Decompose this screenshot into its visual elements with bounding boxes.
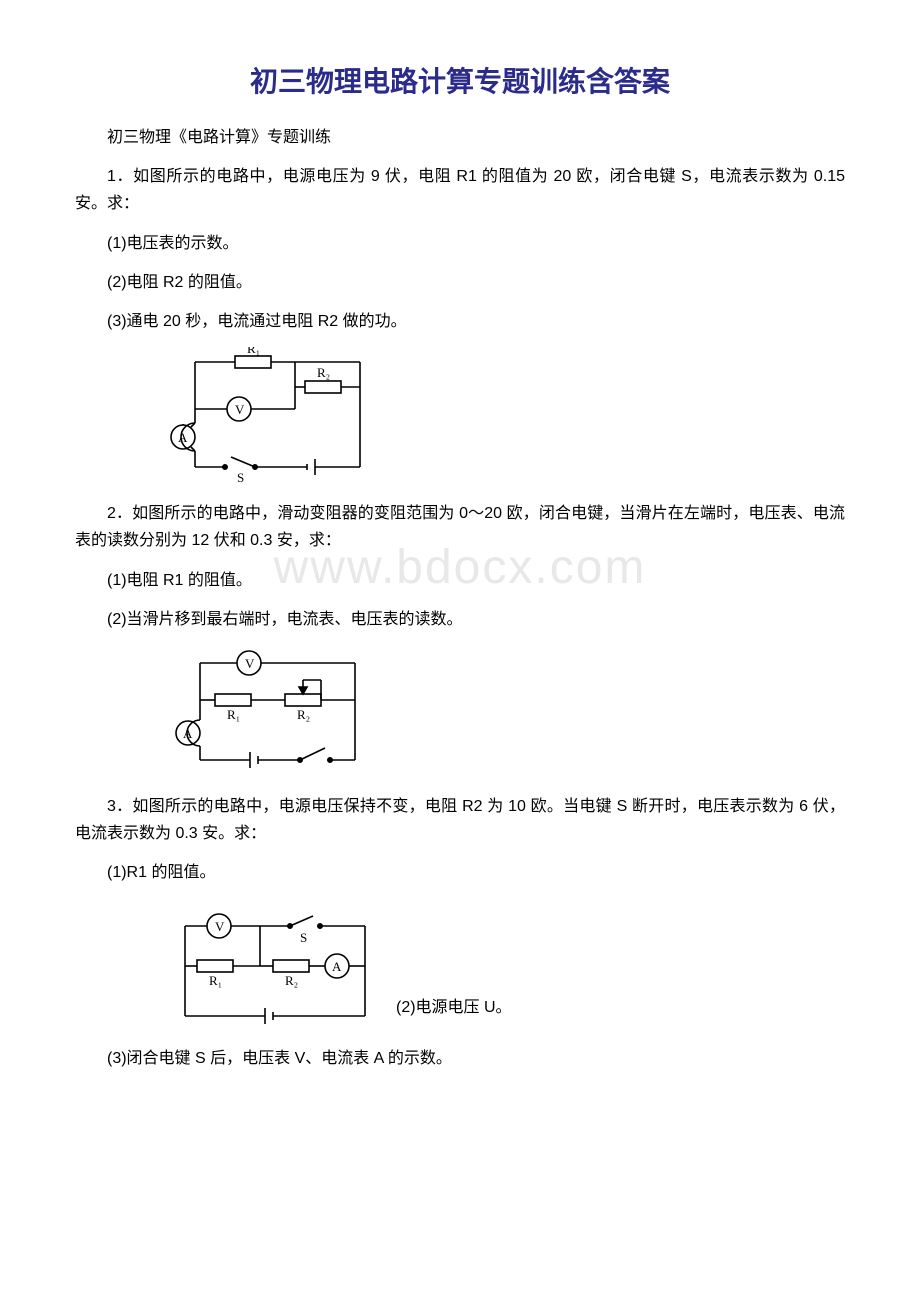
q1-circuit-diagram: R₁ R₂ V A S <box>145 347 845 482</box>
q1-sub2: (2)电阻 R2 的阻值。 <box>75 269 845 296</box>
q2-sub1: (1)电阻 R1 的阻值。 <box>75 567 845 594</box>
q1-label-r1: R₁ <box>247 347 260 356</box>
q1-label-a: A <box>178 430 188 445</box>
q1-sub1: (1)电压表的示数。 <box>75 230 845 257</box>
q2-circuit-diagram: V R₁ R₂ A <box>145 645 845 775</box>
q2-label-r2: R₂ <box>297 707 310 722</box>
q3-sub3: (3)闭合电键 S 后，电压表 V、电流表 A 的示数。 <box>75 1045 845 1072</box>
q3-label-v: V <box>215 919 225 934</box>
q3-label-r2: R₂ <box>285 973 298 988</box>
subtitle: 初三物理《电路计算》专题训练 <box>75 124 845 151</box>
q3-label-s: S <box>300 930 307 945</box>
q3-sub2: (2)电源电压 U。 <box>396 994 512 1021</box>
q2-label-v: V <box>245 656 255 671</box>
page-title: 初三物理电路计算专题训练含答案 <box>75 60 845 100</box>
q1-label-r2: R₂ <box>317 365 330 380</box>
q1-sub3: (3)通电 20 秒，电流通过电阻 R2 做的功。 <box>75 308 845 335</box>
q2-label-a: A <box>183 726 193 741</box>
q1-stem: 1．如图所示的电路中，电源电压为 9 伏，电阻 R1 的阻值为 20 欧，闭合电… <box>75 163 845 217</box>
q2-sub2: (2)当滑片移到最右端时，电流表、电压表的读数。 <box>75 606 845 633</box>
q1-label-s: S <box>237 470 244 482</box>
q3-circuit-diagram: V S R₁ R₂ A <box>145 908 380 1033</box>
q3-sub1: (1)R1 的阻值。 <box>75 859 845 886</box>
q3-label-r1: R₁ <box>209 973 222 988</box>
q3-stem: 3．如图所示的电路中，电源电压保持不变，电阻 R2 为 10 欧。当电键 S 断… <box>75 793 845 847</box>
q2-label-r1: R₁ <box>227 707 240 722</box>
q1-label-v: V <box>235 402 245 417</box>
q3-label-a: A <box>332 959 342 974</box>
q2-stem: 2．如图所示的电路中，滑动变阻器的变阻范围为 0～20 欧，闭合电键，当滑片在左… <box>75 500 845 554</box>
